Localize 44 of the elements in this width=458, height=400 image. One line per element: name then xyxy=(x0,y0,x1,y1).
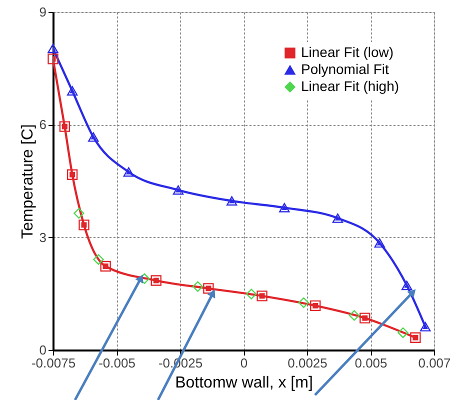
y-tick-label: 0 xyxy=(39,342,46,358)
point xyxy=(74,208,84,219)
point xyxy=(172,185,184,195)
y-tick-label: 9 xyxy=(39,4,46,20)
y-axis-title: Temperature [C] xyxy=(19,124,36,239)
legend-label: Linear Fit (high) xyxy=(301,78,400,94)
point xyxy=(78,220,90,230)
y-tick-label: 3 xyxy=(39,230,46,245)
point xyxy=(203,283,214,294)
point xyxy=(66,86,78,96)
point xyxy=(48,44,58,54)
legend-label: Linear Fit (low) xyxy=(301,44,394,60)
point xyxy=(66,169,78,180)
x-tick-label: 0 xyxy=(240,356,248,370)
legend-label: Polynomial Fit xyxy=(301,61,390,77)
point xyxy=(298,297,310,308)
x-tick-label: 0.005 xyxy=(354,356,388,370)
point xyxy=(398,327,408,338)
x-tick-label: -0.005 xyxy=(98,356,136,370)
point xyxy=(256,290,268,302)
point xyxy=(410,332,421,343)
point xyxy=(88,132,99,142)
point xyxy=(226,196,238,206)
point xyxy=(192,281,204,292)
point xyxy=(348,310,360,321)
x-tick-label: 0.007 xyxy=(418,356,451,370)
point xyxy=(401,280,412,290)
x-tick-label: -0.0075 xyxy=(31,356,76,370)
point xyxy=(48,54,58,64)
point xyxy=(246,288,257,300)
point xyxy=(150,275,162,286)
point xyxy=(123,167,134,177)
point xyxy=(360,312,370,324)
point xyxy=(374,238,385,248)
point xyxy=(59,121,70,132)
point xyxy=(310,300,321,312)
x-tick-label: 0.0025 xyxy=(288,356,328,370)
point xyxy=(93,254,104,265)
y-tick-label: 6 xyxy=(39,117,46,132)
x-axis-title: Bottomw wall, x [m] xyxy=(175,374,313,392)
point xyxy=(100,260,111,272)
point xyxy=(332,213,344,223)
point xyxy=(279,202,290,212)
point xyxy=(420,322,431,332)
